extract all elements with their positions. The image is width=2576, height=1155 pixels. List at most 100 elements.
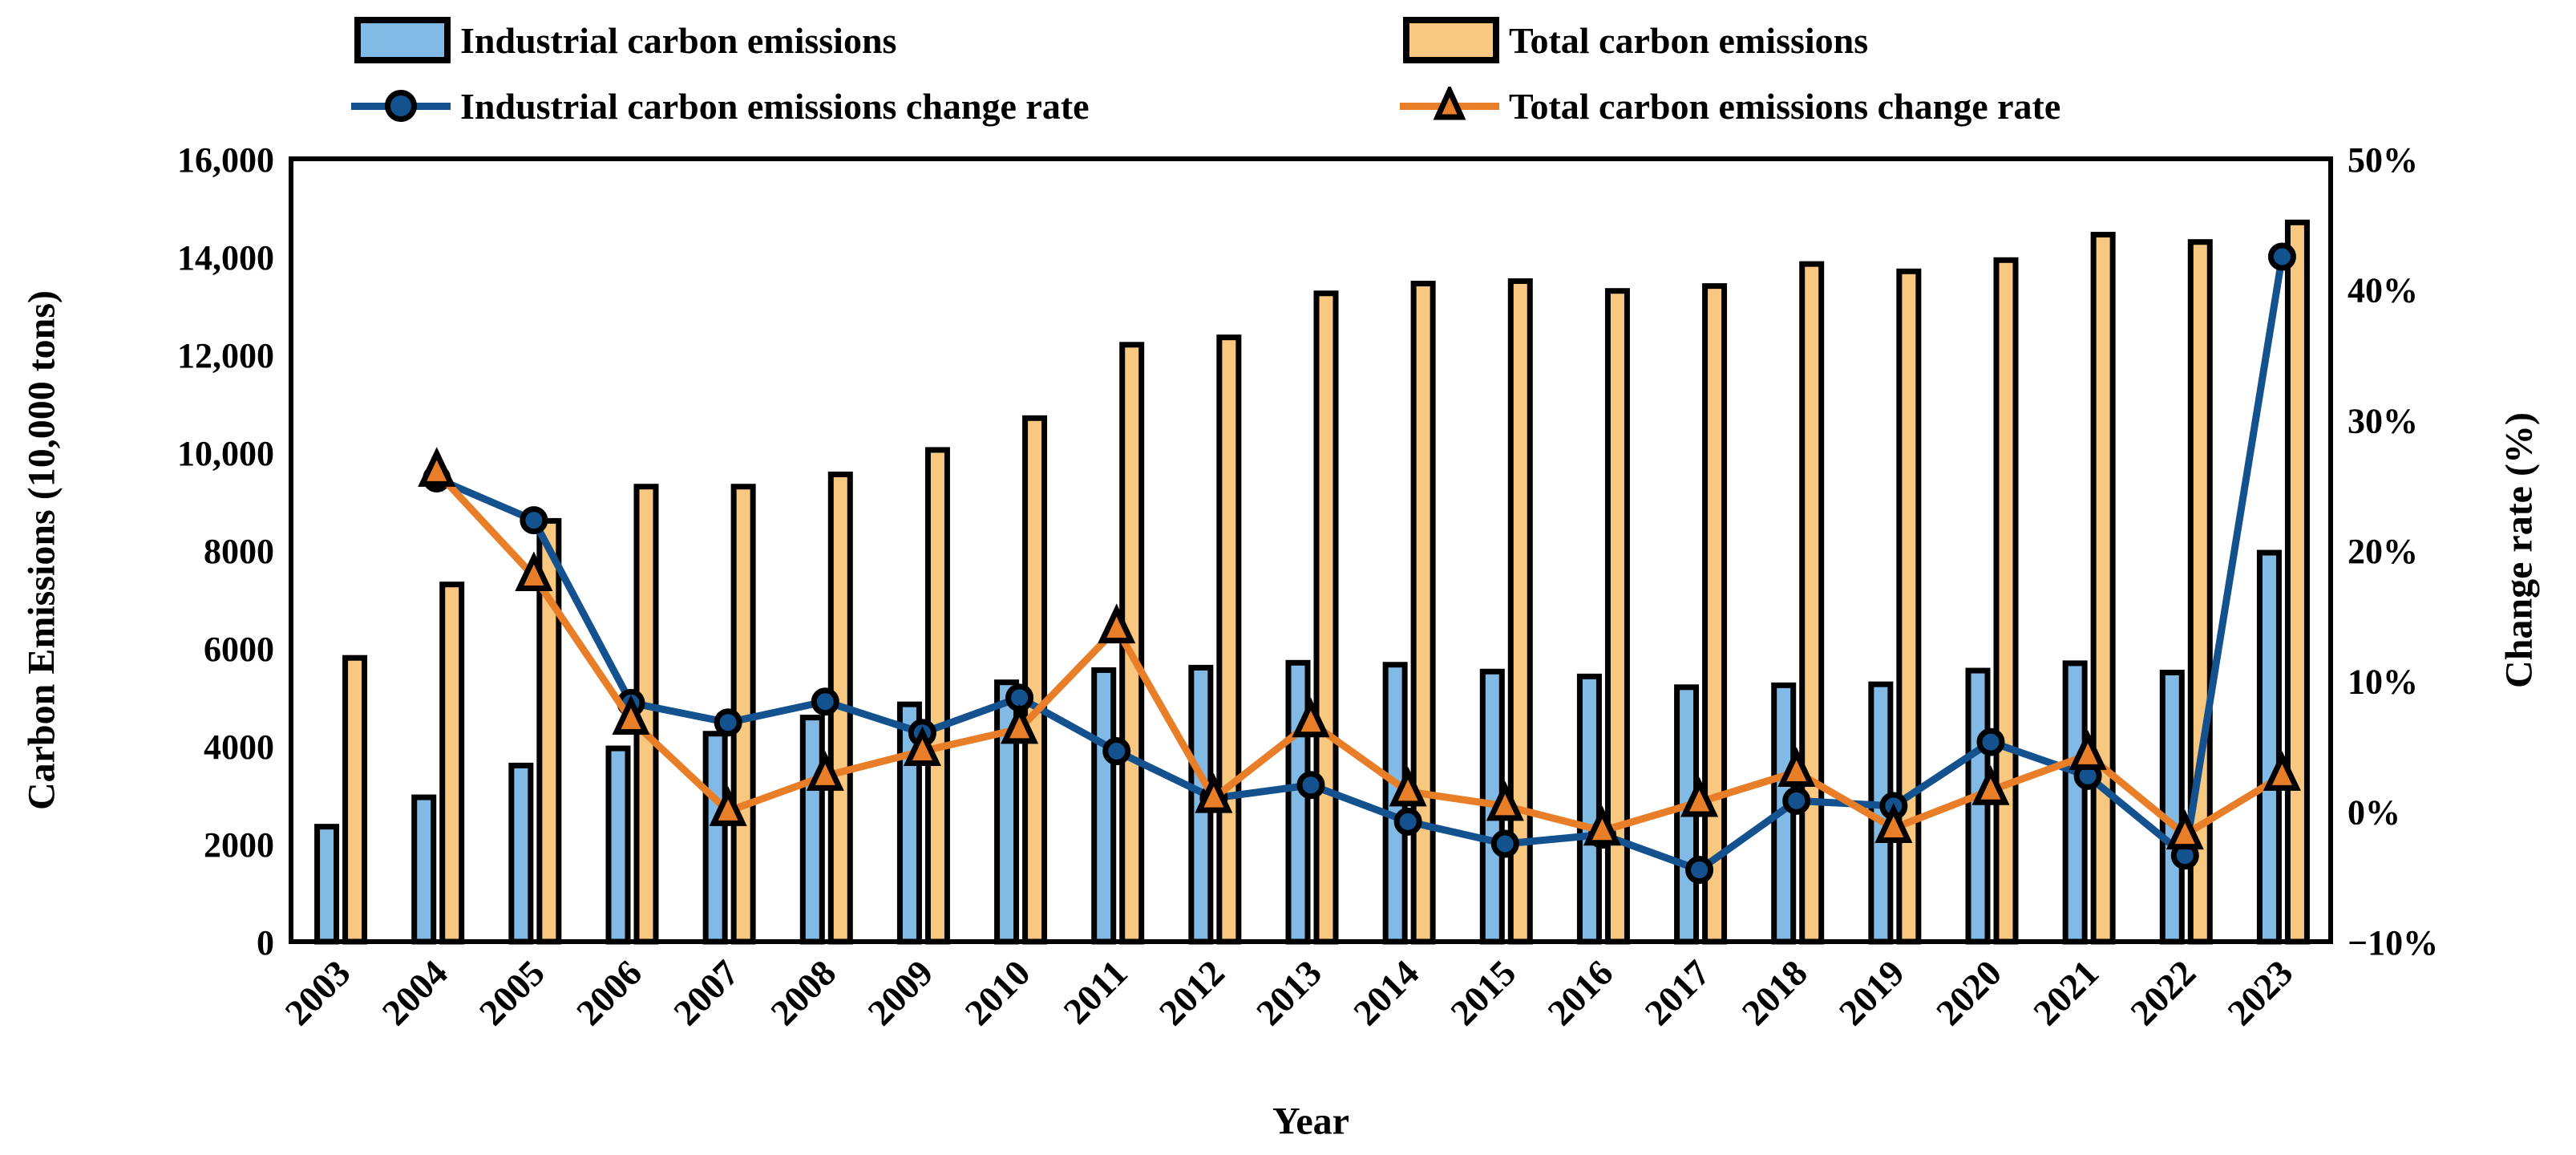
bar-total-2020 [1993,257,2019,945]
bar-industrial-2022 [2159,670,2185,945]
marker-total-2005 [515,551,553,592]
bar-total-2012 [1216,334,1242,945]
marker-total-2014 [1389,766,1427,807]
bar-industrial-2008 [799,715,825,945]
tick-label-x-2021: 2021 [2025,952,2106,1033]
tick-label-x-2017: 2017 [1637,952,1718,1033]
legend-label: Industrial carbon emissions [460,19,897,61]
industrial-bar-swatch-icon [354,17,451,63]
marker-total-2010 [1001,703,1039,744]
bar-industrial-2007 [702,731,728,945]
tick-label-x-2020: 2020 [1928,952,2009,1033]
bar-industrial-2006 [605,745,631,945]
bar-total-2009 [924,447,950,945]
marker-total-2016 [1583,805,1621,846]
tick-label-x-2013: 2013 [1248,952,1329,1033]
marker-total-2013 [1292,697,1330,738]
bar-total-2017 [1702,283,1728,945]
marker-total-2015 [1486,780,1524,821]
tick-label-x-2022: 2022 [2122,952,2203,1033]
marker-total-2018 [1777,747,1816,788]
legend-item-total-rate: Total carbon emissions change rate [1400,83,2060,128]
tick-label-x-2006: 2006 [568,952,649,1033]
tick-label-left-4: 8000 [204,532,274,571]
tick-label-x-2023: 2023 [2219,952,2300,1033]
bar-total-2021 [2090,232,2116,945]
tick-label-right-4: 30% [2348,401,2418,440]
bar-industrial-2003 [314,824,340,945]
bar-industrial-2020 [1965,667,1991,945]
plot-frame [289,156,2333,944]
tick-label-x-2011: 2011 [1055,952,1134,1031]
bar-industrial-2023 [2256,549,2282,945]
tick-label-right-1: 0% [2348,792,2400,832]
tick-label-x-2008: 2008 [762,952,843,1033]
tick-label-right-2: 10% [2348,663,2418,702]
tick-label-x-2004: 2004 [374,952,455,1033]
bar-total-2023 [2284,219,2310,945]
bar-total-2018 [1799,261,1825,945]
tick-label-left-6: 12,000 [177,336,274,375]
total-rate-line-icon [1400,83,1499,128]
marker-total-2008 [806,751,844,791]
marker-total-2012 [1195,772,1233,813]
bar-industrial-2016 [1576,673,1602,945]
bar-industrial-2004 [411,794,437,945]
marker-total-2021 [2068,730,2107,770]
tick-label-x-2007: 2007 [665,952,746,1033]
bar-industrial-2011 [1091,667,1117,945]
marker-total-2020 [1971,765,2010,805]
marker-total-2017 [1680,776,1719,817]
marker-industrial-2018 [1782,786,1811,815]
bar-industrial-2013 [1285,659,1311,945]
tick-label-x-2009: 2009 [859,952,940,1033]
marker-total-2006 [612,695,650,735]
rate-line-total [434,469,2284,840]
marker-industrial-2007 [714,708,742,737]
bar-total-2013 [1313,290,1339,945]
bar-industrial-2005 [508,762,534,945]
tick-label-right-3: 20% [2348,532,2418,571]
marker-industrial-2008 [811,687,839,716]
tick-label-x-2018: 2018 [1734,952,1815,1033]
tick-label-x-2003: 2003 [277,952,358,1033]
tick-label-x-2014: 2014 [1345,952,1426,1033]
legend-label: Total carbon emissions change rate [1509,85,2061,127]
marker-industrial-2011 [1102,737,1131,766]
rate-line-industrial [435,256,2286,874]
bar-total-2004 [439,582,465,945]
marker-industrial-2014 [1393,807,1422,836]
tick-label-left-3: 6000 [204,630,274,669]
tick-label-x-2019: 2019 [1831,952,1912,1033]
triangle-marker-icon [1433,87,1466,120]
total-bar-swatch-icon [1403,17,1499,63]
legend-item-industrial-rate: Industrial carbon emissions change rate [351,83,1090,128]
marker-total-2019 [1874,803,1913,843]
marker-industrial-2005 [520,506,548,535]
tick-label-left-0: 0 [257,923,274,962]
marker-industrial-2023 [2267,242,2296,271]
industrial-rate-line-icon [351,83,451,128]
marker-total-2011 [1098,603,1136,644]
legend-item-total-bar: Total carbon emissions [1403,17,1869,63]
marker-total-2023 [2263,751,2301,791]
tick-label-x-2012: 2012 [1151,952,1232,1033]
marker-industrial-2015 [1490,829,1519,858]
tick-label-x-2015: 2015 [1442,952,1523,1033]
x-axis-title: Year [1272,1100,1349,1143]
tick-label-left-7: 14,000 [177,238,274,278]
tick-label-x-2005: 2005 [471,952,552,1033]
tick-label-right-6: 50% [2348,140,2418,180]
bar-total-2014 [1410,281,1436,945]
tick-label-left-8: 16,000 [177,140,274,180]
marker-total-2007 [709,786,747,826]
tick-label-x-2016: 2016 [1539,952,1620,1033]
bar-total-2003 [342,654,368,945]
marker-total-2004 [418,447,456,487]
legend-label: Total carbon emissions [1509,19,1869,61]
tick-label-right-5: 40% [2348,271,2418,310]
tick-label-left-2: 4000 [204,727,274,767]
legend-label: Industrial carbon emissions change rate [460,85,1090,127]
